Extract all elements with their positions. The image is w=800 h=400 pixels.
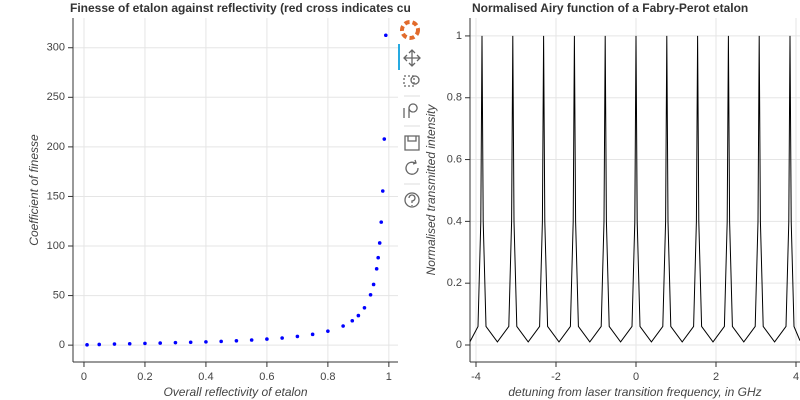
pan-tool[interactable] — [403, 49, 421, 67]
point — [249, 338, 254, 342]
point — [234, 338, 239, 343]
toolbar — [398, 16, 424, 216]
point — [280, 336, 284, 340]
y-tick-label: 0 — [59, 339, 65, 351]
point — [310, 332, 315, 337]
point — [379, 220, 384, 224]
point — [356, 313, 361, 318]
y-tick-label: 0.8 — [447, 92, 462, 104]
y-tick-label: 1 — [456, 30, 462, 42]
chart: Normalised Airy function of a Fabry-Pero… — [424, 1, 800, 399]
line — [469, 35, 800, 343]
y-tick-label: 0.4 — [447, 215, 462, 227]
point — [350, 318, 355, 323]
help-mark — [408, 194, 416, 206]
y-axis-label: Normalised transmitted intensity — [424, 104, 438, 276]
point — [368, 292, 373, 297]
y-tick-label: 50 — [53, 289, 65, 301]
x-axis-label: Overall reflectivity of etalon — [163, 385, 307, 399]
x-tick-label: 0.6 — [259, 371, 274, 383]
x-tick-label: 0.4 — [198, 371, 213, 383]
reset-tool[interactable] — [405, 159, 419, 175]
x-tick-label: 0 — [633, 371, 639, 383]
y-tick-label: 100 — [47, 240, 65, 252]
point — [143, 341, 147, 346]
toolbar-bg — [398, 16, 424, 216]
point — [112, 342, 117, 346]
point — [295, 334, 300, 339]
box-zoom-lens — [410, 75, 420, 85]
point — [158, 341, 162, 345]
x-tick-label: 0.8 — [320, 371, 335, 383]
x-tick-label: 2 — [713, 371, 719, 383]
point — [219, 339, 223, 344]
y-tick-label: 300 — [47, 42, 65, 54]
wheel-zoom-tool[interactable] — [403, 103, 418, 118]
x-tick-label: -4 — [471, 371, 481, 383]
save-tool[interactable] — [404, 135, 420, 151]
y-axis-label: Coefficient of finesse — [27, 134, 41, 246]
x-tick-label: 4 — [793, 371, 799, 383]
chart-title: Finesse of etalon against reflectivity (… — [70, 1, 411, 15]
box-zoom-tool[interactable] — [403, 75, 415, 87]
point — [127, 341, 132, 346]
chart-title: Normalised Airy function of a Fabry-Pero… — [472, 1, 748, 15]
point — [374, 267, 379, 271]
point — [382, 137, 387, 141]
point — [362, 305, 367, 310]
point — [173, 340, 178, 345]
point — [188, 340, 193, 345]
point — [326, 329, 330, 333]
x-axis-label: detuning from laser transition frequency… — [508, 385, 761, 399]
y-tick-label: 0.6 — [447, 153, 462, 165]
x-tick-label: 1 — [386, 371, 392, 383]
y-tick-label: 200 — [47, 141, 65, 153]
y-tick-label: 250 — [47, 91, 65, 103]
y-tick-label: 0.2 — [447, 277, 462, 289]
y-tick-label: 0 — [456, 339, 462, 351]
point — [97, 342, 102, 347]
point — [204, 340, 208, 344]
chart: Finesse of etalon against reflectivity (… — [27, 1, 411, 399]
y-tick-label: 150 — [47, 190, 65, 202]
point — [85, 343, 89, 347]
x-tick-label: -2 — [551, 371, 561, 383]
point — [265, 337, 269, 341]
x-tick-label: 0 — [81, 371, 87, 383]
point — [377, 241, 382, 245]
point — [341, 324, 345, 328]
help-tool[interactable] — [404, 192, 420, 208]
bokeh-logo[interactable] — [400, 20, 420, 40]
point — [380, 189, 385, 193]
charts: Finesse of etalon against reflectivity (… — [27, 1, 800, 399]
point — [376, 255, 380, 260]
point — [371, 282, 376, 287]
point — [384, 33, 388, 38]
x-tick-label: 0.2 — [137, 371, 152, 383]
